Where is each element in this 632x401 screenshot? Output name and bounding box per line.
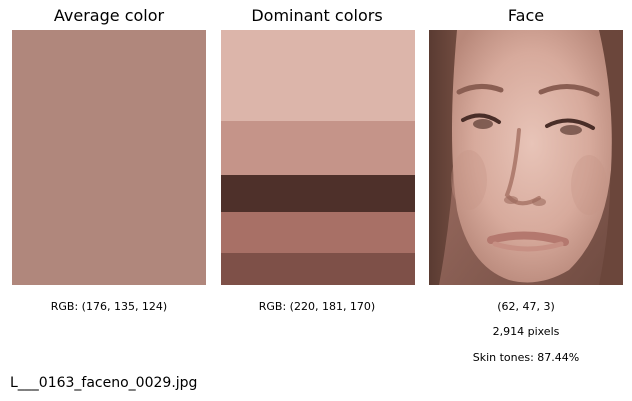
dominant-color-band <box>221 121 415 175</box>
dominant-color-band <box>221 30 415 121</box>
average-color-rgb: RGB: (176, 135, 124) <box>50 300 168 313</box>
face-pixel-count: 2,914 pixels <box>492 325 560 338</box>
dominant-color-band <box>221 212 415 253</box>
dominant-color-band <box>221 253 415 285</box>
dominant-colors-rgb: RGB: (220, 181, 170) <box>258 300 376 313</box>
average-color-title: Average color <box>53 6 165 25</box>
face-image <box>429 30 623 285</box>
dominant-colors-title: Dominant colors <box>251 6 383 25</box>
face-hsv-value: (62, 47, 3) <box>497 300 555 313</box>
dominant-color-band <box>221 175 415 212</box>
face-skin-tones: Skin tones: 87.44% <box>472 351 580 364</box>
dominant-colors-swatch <box>221 30 415 285</box>
image-filename: L___0163_faceno_0029.jpg <box>10 375 198 391</box>
face-title: Face <box>507 6 545 25</box>
average-color-swatch <box>12 30 206 285</box>
